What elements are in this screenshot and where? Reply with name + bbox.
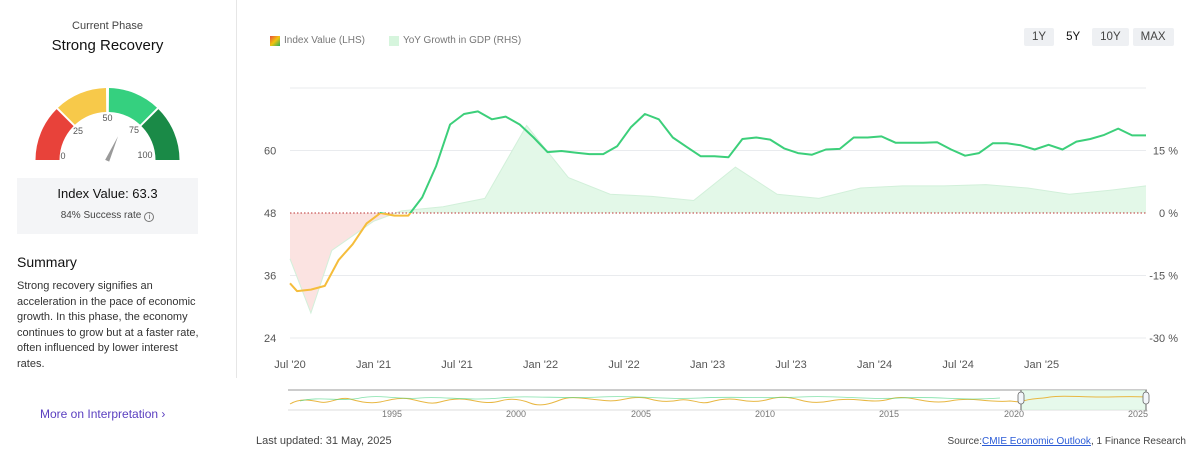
y-axis-right-labels: 15 % 0 % -15 % -30 % — [1149, 146, 1178, 346]
green-swatch-icon — [388, 35, 399, 46]
index-chart: 60 48 36 24 15 % 0 % -15 % -30 % Jul '20 Jan '2… — [264, 87, 1178, 371]
legend-item-yoy[interactable]: YoY Growth in GDP (RHS) — [388, 35, 522, 46]
more-on-interpretation-link[interactable]: More on Interpretation › — [40, 407, 165, 421]
yoy-area-positive — [290, 125, 1146, 213]
range-button-1y[interactable]: 1Y — [1024, 28, 1055, 46]
source-prefix: Source: — [947, 436, 982, 447]
source-link[interactable]: CMIE Economic Outlook — [982, 436, 1091, 447]
gauge-tick-25: 25 — [73, 126, 83, 136]
x-tick-label: Jul '21 — [441, 359, 472, 371]
index-line-layer — [289, 110, 1146, 293]
phase-name: Strong Recovery — [51, 37, 164, 54]
info-icon[interactable]: i — [144, 212, 155, 222]
gauge-segment-dark-green — [141, 109, 180, 160]
range-button-5y[interactable]: 5Y — [1066, 31, 1081, 43]
navigator-tick-2025: 2025 — [1128, 409, 1148, 419]
source-suffix: , 1 Finance Research — [1090, 436, 1186, 447]
time-navigator[interactable]: 1995 2000 2005 2010 2015 2020 2025 — [0, 0, 1200, 425]
y-right-tick-label: 0 % — [1159, 208, 1178, 220]
navigator-tick-2005: 2005 — [631, 409, 651, 419]
chart-legend: Index Value (LHS) YoY Growth in GDP (RHS… — [270, 35, 521, 46]
y-left-tick-label: 60 — [264, 146, 276, 158]
phase-label: Current Phase — [72, 20, 143, 32]
summary-title: Summary — [17, 254, 77, 270]
y-left-tick-label: 48 — [264, 208, 276, 220]
gauge-tick-50: 50 — [102, 113, 112, 123]
gauge-segment-light-green — [108, 88, 157, 125]
gauge-tick-100: 100 — [137, 150, 152, 160]
y-axis-left-labels: 60 48 36 24 — [264, 146, 276, 346]
x-tick-label: Jan '23 — [690, 359, 725, 371]
gauge-segment-yellow — [58, 88, 107, 125]
y-right-tick-label: 15 % — [1153, 146, 1178, 158]
gauge-needle — [105, 136, 119, 162]
phase-gauge: 0 25 50 75 100 — [35, 88, 180, 162]
navigator-tick-1995: 1995 — [382, 409, 402, 419]
x-tick-label: Jan '21 — [356, 359, 391, 371]
more-link-label: More on Interpretation — [40, 407, 159, 421]
navigator-tick-2010: 2010 — [755, 409, 775, 419]
y-left-tick-label: 24 — [264, 333, 276, 345]
gauge-tick-0: 0 — [60, 151, 65, 161]
navigator-tick-2015: 2015 — [879, 409, 899, 419]
success-rate-text: 84% Success rate — [60, 210, 142, 221]
x-tick-label: Jan '25 — [1024, 359, 1059, 371]
legend-label-yoy: YoY Growth in GDP (RHS) — [402, 35, 522, 46]
navigator-selection — [1021, 390, 1146, 410]
success-rate: 84% Success rate i — [17, 210, 198, 222]
gauge-tick-75: 75 — [129, 125, 139, 135]
navigator-sparkline — [289, 395, 1147, 406]
y-left-tick-label: 36 — [264, 271, 276, 283]
x-tick-label: Jul '23 — [775, 359, 806, 371]
y-right-tick-label: -30 % — [1149, 333, 1178, 345]
x-tick-label: Jul '24 — [942, 359, 973, 371]
legend-item-index[interactable]: Index Value (LHS) — [270, 35, 365, 46]
navigator-tick-2000: 2000 — [506, 409, 526, 419]
range-button-max[interactable]: MAX — [1132, 28, 1174, 46]
gradient-swatch-icon — [270, 35, 280, 46]
gauge-segment-red — [35, 109, 74, 160]
gridlines — [290, 87, 1146, 339]
phase-panel: Current Phase Strong Recovery 0 25 50 75… — [0, 0, 237, 378]
index-value-card: Index Value: 63.3 84% Success rate i — [17, 178, 198, 234]
x-tick-label: Jul '20 — [274, 359, 305, 371]
navigator-tick-2020: 2020 — [1004, 409, 1024, 419]
navigator-handle-left — [1017, 391, 1025, 405]
x-axis-labels: Jul '20 Jan '21 Jul '21 Jan '22 Jul '22 Jan '… — [274, 359, 1059, 371]
legend-label-index: Index Value (LHS) — [284, 35, 365, 46]
navigator-handle-right — [1142, 391, 1150, 405]
summary-text: Strong recovery signifies an acceleratio… — [17, 280, 199, 370]
x-tick-label: Jan '22 — [523, 359, 558, 371]
x-tick-label: Jan '24 — [857, 359, 892, 371]
index-line-above — [378, 110, 1146, 213]
y-right-tick-label: -15 % — [1149, 271, 1178, 283]
range-selector: 1Y 5Y 10Y MAX — [1024, 28, 1174, 46]
x-tick-label: Jul '22 — [608, 359, 639, 371]
source-line: Source:CMIE Economic Outlook, 1 Finance … — [948, 436, 1186, 447]
chevron-right-icon: › — [161, 407, 166, 421]
index-value: Index Value: 63.3 — [57, 186, 158, 201]
range-button-10y[interactable]: 10Y — [1092, 28, 1129, 46]
last-updated: Last updated: 31 May, 2025 — [256, 435, 392, 447]
